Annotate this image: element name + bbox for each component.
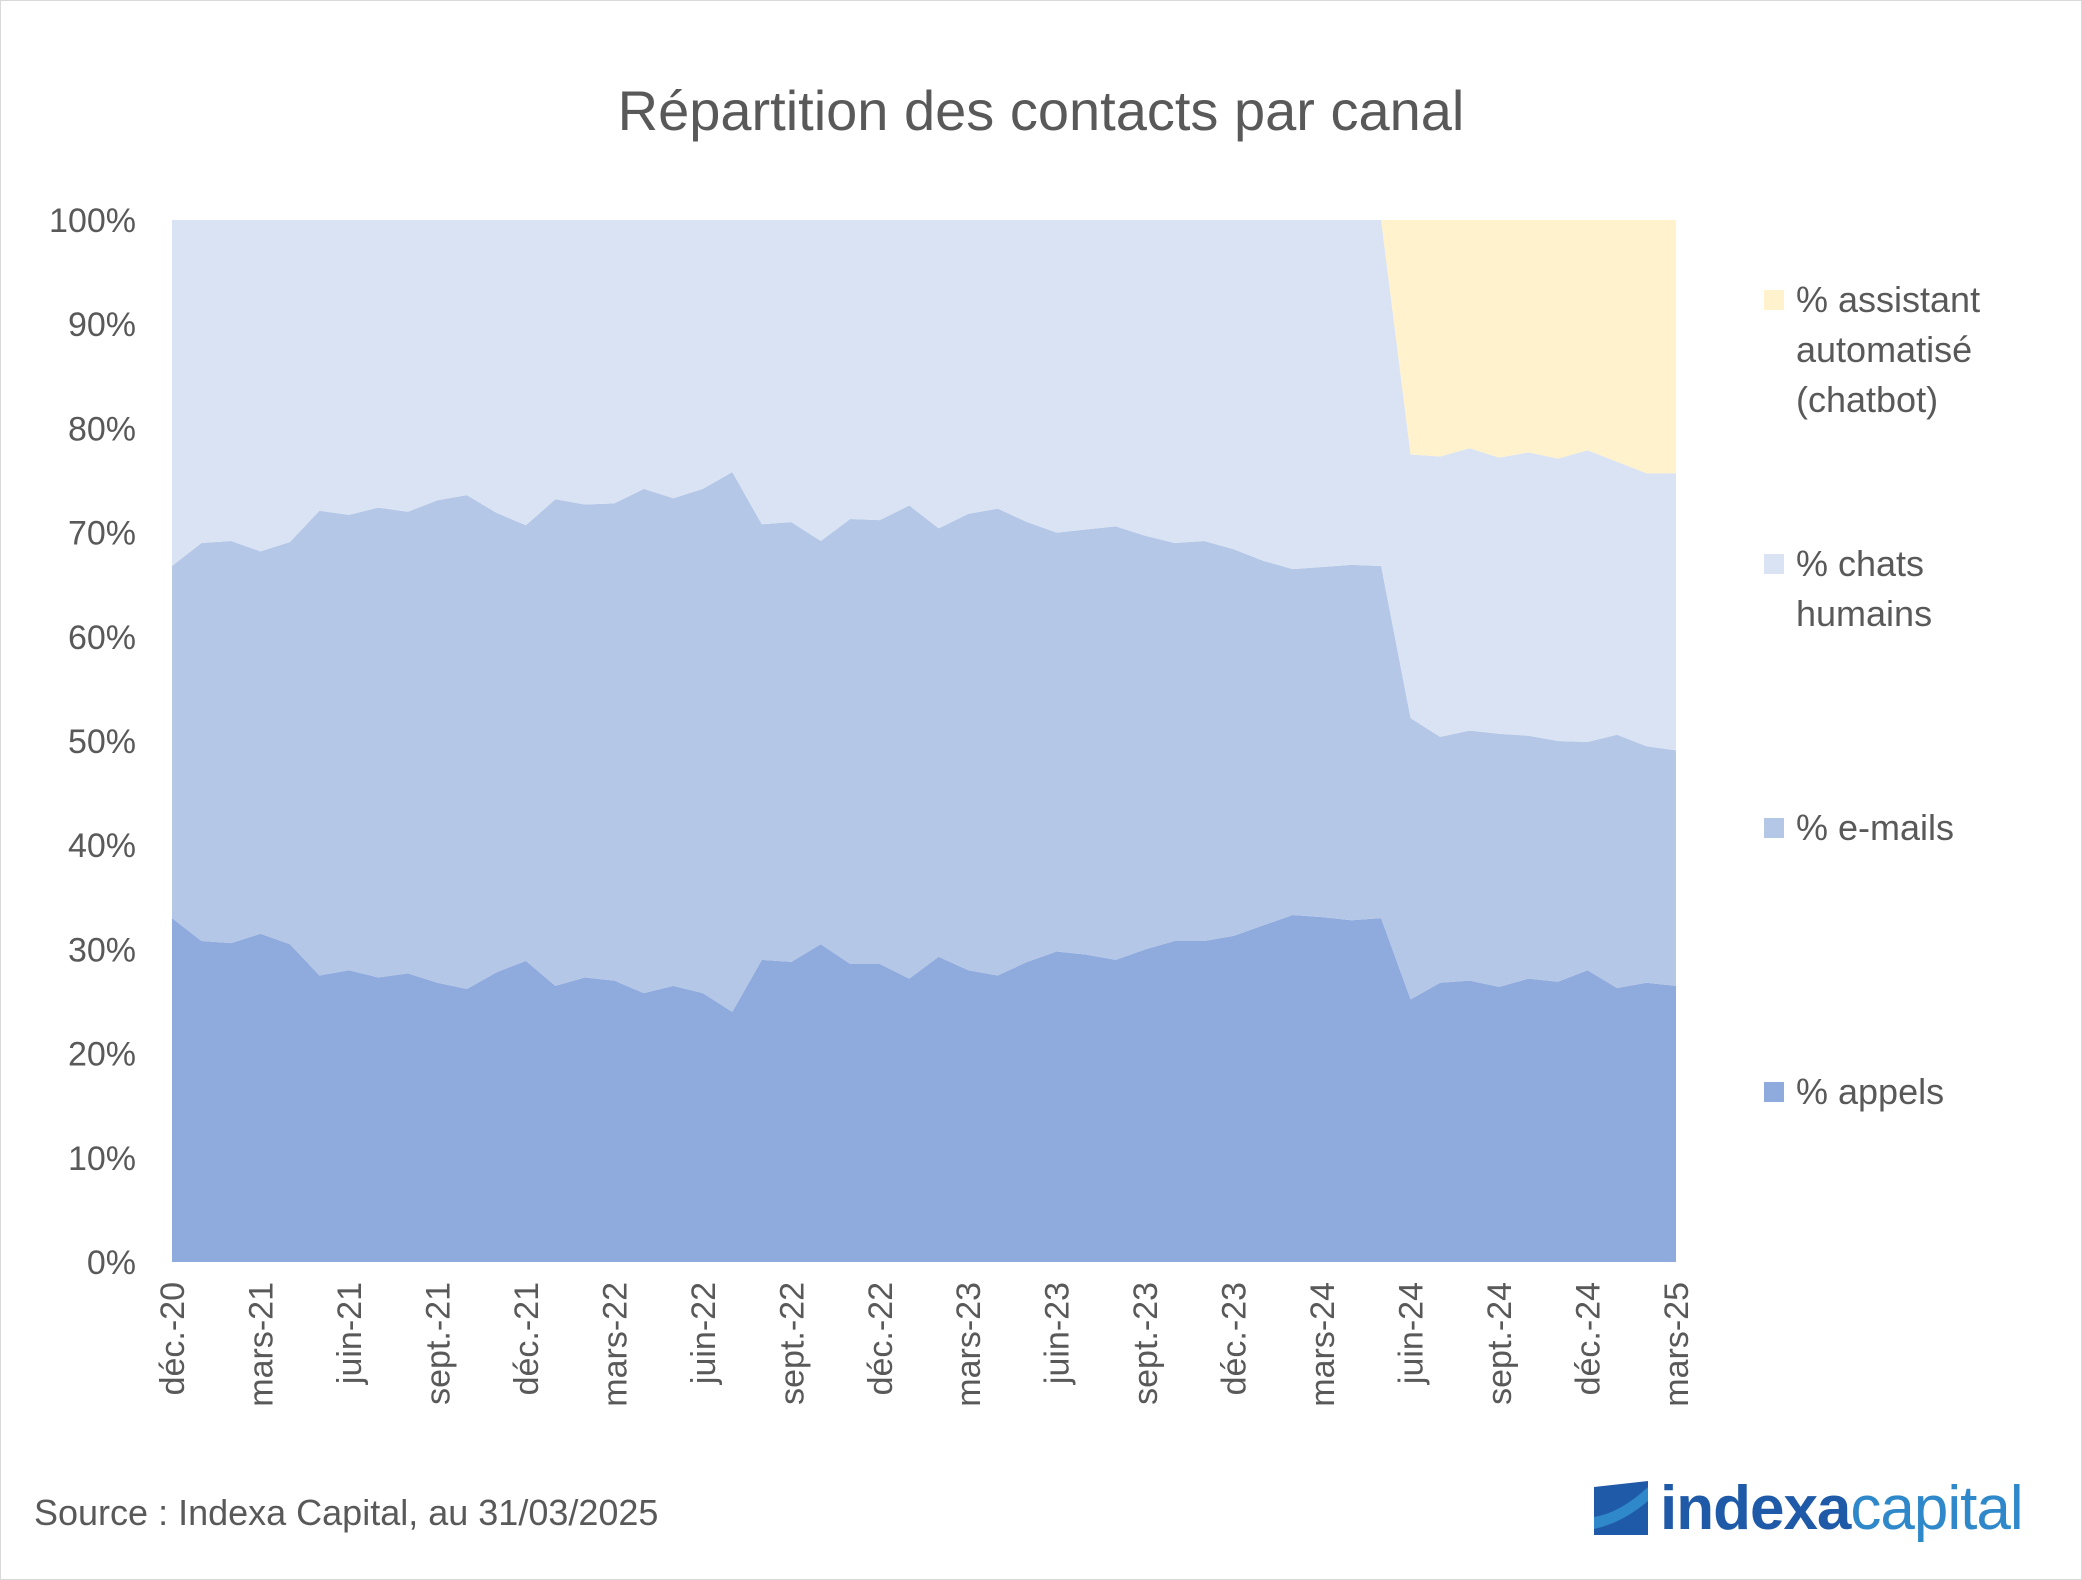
logo-mark-icon — [1594, 1481, 1648, 1535]
legend-label: (chatbot) — [1796, 379, 1938, 420]
legend-item: % appels — [1764, 1071, 1944, 1112]
y-tick-label: 70% — [68, 515, 136, 553]
x-tick-label: déc.-23 — [1216, 1282, 1254, 1395]
y-axis-ticks: 0% 10% 20% 30% 40% 50% 60% 70% 80% 90% 100% — [49, 202, 136, 1282]
legend-label: % appels — [1796, 1071, 1944, 1112]
x-axis-ticks: déc.-20 mars-21 juin-21 sept.-21 déc.-21 mars… — [154, 1282, 1696, 1407]
x-tick-label: déc.-24 — [1570, 1282, 1608, 1395]
area-assistant-automatis-chatbot — [172, 220, 1676, 474]
y-tick-label: 40% — [68, 827, 136, 865]
x-tick-label: juin-24 — [1393, 1282, 1431, 1385]
y-tick-label: 100% — [49, 202, 136, 240]
legend-label: humains — [1796, 593, 1932, 634]
legend-item: % e-mails — [1764, 807, 1954, 848]
legend-swatch — [1764, 1082, 1784, 1102]
legend-swatch — [1764, 290, 1784, 310]
x-tick-label: juin-21 — [331, 1282, 369, 1385]
y-tick-label: 90% — [68, 306, 136, 344]
x-tick-label: mars-22 — [596, 1282, 634, 1407]
y-tick-label: 50% — [68, 723, 136, 761]
legend-item: % assistant automatisé (chatbot) — [1764, 279, 1980, 420]
x-tick-label: déc.-20 — [154, 1282, 192, 1395]
x-tick-label: juin-23 — [1039, 1282, 1077, 1385]
x-tick-label: mars-24 — [1304, 1282, 1342, 1407]
x-tick-label: déc.-21 — [508, 1282, 546, 1395]
x-tick-label: déc.-22 — [862, 1282, 900, 1395]
source-note: Source : Indexa Capital, au 31/03/2025 — [34, 1492, 659, 1533]
y-tick-label: 60% — [68, 619, 136, 657]
logo-word-indexa: indexa — [1660, 1473, 1851, 1543]
legend: % assistant automatisé (chatbot) % chats hum… — [1764, 279, 1980, 1112]
y-tick-label: 80% — [68, 410, 136, 448]
legend-item: % chats humains — [1764, 543, 1932, 634]
indexa-capital-logo: indexa capital — [1590, 1468, 2024, 1548]
legend-label: % assistant — [1796, 279, 1980, 320]
legend-swatch — [1764, 818, 1784, 838]
y-tick-label: 10% — [68, 1140, 136, 1178]
x-tick-label: sept.-22 — [773, 1282, 811, 1405]
x-tick-label: mars-25 — [1658, 1282, 1696, 1407]
legend-label: % e-mails — [1796, 807, 1954, 848]
area-appels — [172, 915, 1676, 1262]
x-tick-label: sept.-21 — [419, 1282, 457, 1405]
x-tick-label: sept.-23 — [1127, 1282, 1165, 1405]
logo-word-capital: capital — [1850, 1473, 2023, 1543]
chart-title: Répartition des contacts par canal — [617, 79, 1465, 142]
y-tick-label: 20% — [68, 1036, 136, 1074]
y-tick-label: 30% — [68, 931, 136, 969]
x-tick-label: juin-22 — [685, 1282, 723, 1385]
x-tick-label: mars-23 — [950, 1282, 988, 1407]
legend-label: automatisé — [1796, 329, 1972, 370]
area-e-mails — [172, 472, 1676, 1012]
area-series-group — [172, 220, 1676, 1262]
x-tick-label: sept.-24 — [1481, 1282, 1519, 1405]
area-chats-humains — [172, 220, 1676, 751]
legend-swatch — [1764, 554, 1784, 574]
x-tick-label: mars-21 — [242, 1282, 280, 1407]
y-tick-label: 0% — [87, 1244, 136, 1282]
legend-label: % chats — [1796, 543, 1924, 584]
